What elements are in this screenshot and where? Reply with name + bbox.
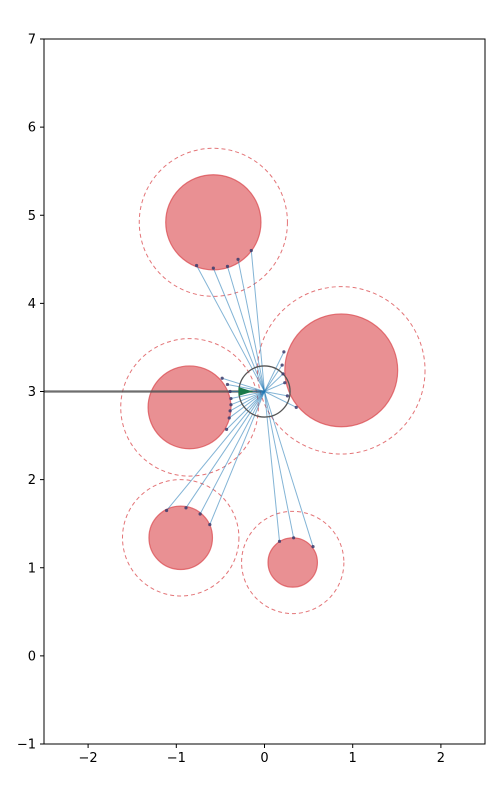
sensor-ray-6 [264,351,285,392]
hit-point-11 [294,405,298,409]
obstacle-5 [267,537,319,588]
y-tick-label: 5 [28,209,36,224]
plot-content [44,147,426,615]
hit-point-15 [229,396,233,401]
obstacle-3 [147,365,232,450]
obstacle-margin-5 [241,510,345,615]
sensor-ray-3 [226,266,265,392]
x-tick-label: 2 [437,751,445,766]
sensor-ray-10 [264,391,288,397]
sensor-ray-22 [199,391,265,515]
y-tick-label: 6 [28,121,36,136]
x-tick-label: −1 [167,751,186,766]
obstacle-margin-1 [138,147,288,297]
plot-area [44,147,426,615]
hit-point-13 [225,382,230,387]
hit-point-6 [282,350,286,354]
obstacle-1 [165,174,262,271]
sensor-ray-21 [185,391,265,509]
sensor-ray-19 [226,391,265,430]
y-tick-label: 3 [28,385,36,400]
obstacle-margin-2 [256,286,426,455]
hit-point-24 [277,539,282,543]
obstacle-margin-4 [121,479,240,597]
sensor-ray-13 [227,383,265,392]
hit-point-21 [184,506,188,510]
sensor-ray-2 [212,267,265,392]
hit-point-9 [283,381,287,385]
x-tick-label: 0 [260,751,268,766]
sensor-ray-1 [196,265,265,392]
hit-point-26 [311,545,315,549]
heading-arrow [238,387,253,396]
hit-point-1 [194,263,199,268]
obstacle-4 [148,505,214,571]
obstacle-2 [284,313,399,428]
x-tick-label: −2 [79,751,98,766]
x-tick-label: 1 [349,751,357,766]
hit-point-7 [280,363,284,367]
sensor-ray-23 [209,391,265,525]
axes: −2 −1 0 1 2 −1 0 1 2 3 4 5 6 7 [17,33,486,766]
hit-point-4 [236,257,240,261]
hit-point-18 [227,416,231,420]
y-tick-label: 7 [28,33,36,48]
hit-point-23 [208,522,212,527]
hit-point-22 [198,512,202,516]
sensor-ray-8 [264,373,284,392]
sensor-ray-18 [228,391,265,419]
hit-point-20 [164,508,169,513]
sensor-ray-11 [264,391,297,408]
sensor-ray-25 [264,391,295,538]
sensor-ray-9 [264,382,285,392]
sensor-ray-5 [250,250,265,392]
sensor-ray-7 [264,364,283,392]
sensor-ray-16 [230,391,265,406]
hit-point-2 [211,266,215,270]
hit-point-17 [228,409,232,413]
hit-point-14 [228,389,232,394]
hit-point-12 [220,376,224,380]
y-tick-label: 4 [28,297,36,312]
y-tick-label: −1 [17,738,36,753]
hit-point-16 [229,403,233,407]
sensor-ray-12 [222,377,265,392]
sensor-ray-26 [264,391,314,547]
hit-point-25 [292,536,296,540]
y-tick-label: 2 [28,473,36,488]
hit-point-19 [224,427,229,431]
y-tick-label: 1 [28,561,36,576]
sensor-ray-17 [229,391,265,412]
hit-point-8 [281,372,285,376]
hit-point-10 [285,394,290,398]
hit-point-3 [225,264,230,268]
y-tick-label: 0 [28,649,36,664]
hit-point-5 [249,248,253,253]
sensor-ray-4 [237,259,265,392]
sensor-ray-15 [230,391,265,400]
